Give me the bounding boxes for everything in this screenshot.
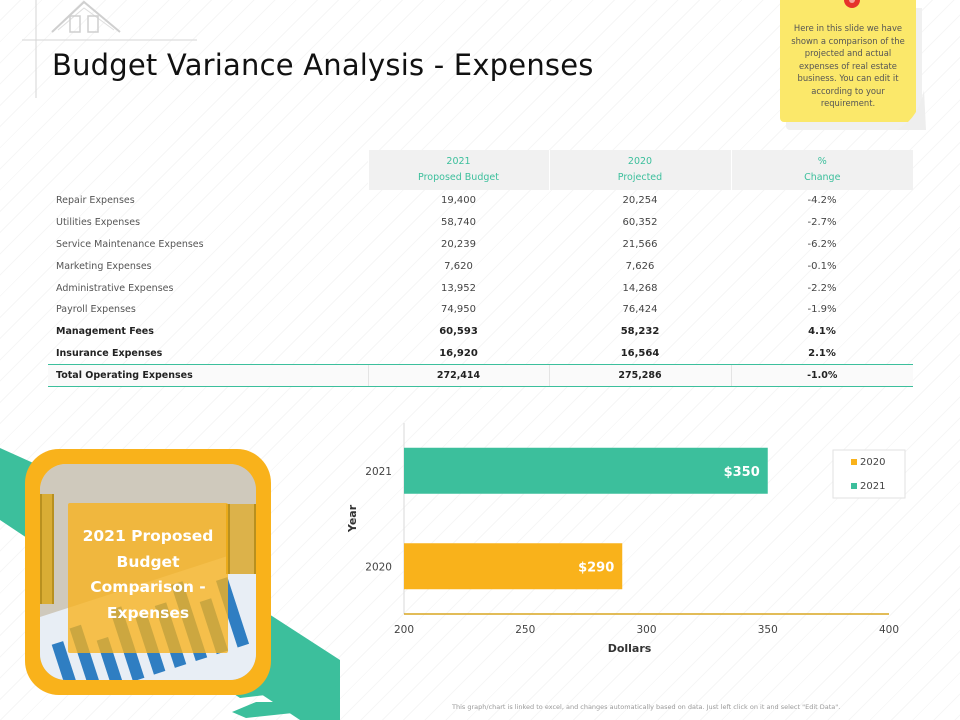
sticky-note-text: Here in this slide we have shown a compa… xyxy=(791,23,905,108)
row-budget: 60,593 xyxy=(439,326,478,338)
total-projected: 275,286 xyxy=(548,363,731,387)
row-projected: 7,626 xyxy=(625,260,655,272)
table-header-budget: 2021 Proposed Budget xyxy=(367,150,549,190)
total-budget: 272,414 xyxy=(367,363,549,387)
header-line1: 2021 xyxy=(446,156,471,167)
legend-box xyxy=(832,449,906,499)
row-label: Management Fees xyxy=(56,326,154,338)
budget-bar-chart: 2021 $350 2020 $290 200 250 300 350 400 Dollars Ye… xyxy=(346,423,906,655)
total-change: -1.0% xyxy=(730,363,913,387)
card-overlay-panel xyxy=(68,503,228,653)
row-label: Repair Expenses xyxy=(56,195,135,207)
x-tick-label: 350 xyxy=(758,624,778,636)
row-projected: 60,352 xyxy=(622,217,658,229)
header-line2: Projected xyxy=(617,172,663,183)
table-row: Marketing Expenses 7,620 7,626 -0.1% xyxy=(48,255,913,277)
table-row: Management Fees 60,593 58,232 4.1% xyxy=(48,321,913,343)
note-curl-decoration xyxy=(896,90,926,130)
x-axis-title: Dollars xyxy=(608,642,652,655)
card-title: 2021 Proposed Budget Comparison - Expens… xyxy=(82,527,214,622)
table-row: Insurance Expenses 16,920 16,564 2.1% xyxy=(48,343,913,365)
row-budget: 58,740 xyxy=(441,217,476,229)
row-change: -6.2% xyxy=(807,238,837,250)
row-projected: 16,564 xyxy=(620,347,660,359)
legend-swatch-2021 xyxy=(851,483,857,489)
row-projected: 14,268 xyxy=(622,282,658,294)
y-tick-label: 2021 xyxy=(365,466,392,478)
total-label: Total Operating Expenses xyxy=(48,363,368,387)
legend-label-2020: 2020 xyxy=(860,457,885,468)
table-header-row: 2021 Proposed Budget 2020 Projected % Ch… xyxy=(48,150,913,190)
bar-2020 xyxy=(404,543,623,590)
x-tick-label: 250 xyxy=(515,624,535,636)
row-budget: 7,620 xyxy=(444,260,473,272)
header-line1: % xyxy=(817,156,827,167)
row-projected: 20,254 xyxy=(622,195,658,207)
house-outline-icon xyxy=(22,0,197,98)
row-label: Administrative Expenses xyxy=(56,282,174,294)
row-label: Utilities Expenses xyxy=(56,217,141,229)
table-row: Payroll Expenses 74,950 76,424 -1.9% xyxy=(48,299,913,321)
row-budget: 19,400 xyxy=(441,195,476,207)
page-title: Budget Variance Analysis - Expenses xyxy=(52,48,594,82)
row-label: Marketing Expenses xyxy=(56,260,152,272)
table-header-change: % Change xyxy=(730,150,913,190)
row-label: Payroll Expenses xyxy=(56,304,136,316)
bar-data-label: $290 xyxy=(578,560,614,575)
table-header-projected: 2020 Projected xyxy=(548,150,731,190)
header-line2: Proposed Budget xyxy=(418,172,499,183)
bar-2021 xyxy=(404,447,768,494)
row-projected: 21,566 xyxy=(622,238,658,250)
y-tick-label: 2020 xyxy=(365,561,392,573)
pushpin-icon xyxy=(844,0,860,8)
table-total-row: Total Operating Expenses 272,414 275,286… xyxy=(48,363,913,387)
row-change: 4.1% xyxy=(808,326,836,338)
table-row: Repair Expenses 19,400 20,254 -4.2% xyxy=(48,190,913,212)
row-label: Insurance Expenses xyxy=(56,347,163,359)
row-budget: 74,950 xyxy=(441,304,476,316)
row-change: -2.7% xyxy=(807,217,837,229)
x-tick-label: 200 xyxy=(394,624,414,636)
x-tick-label: 300 xyxy=(636,624,656,636)
sticky-note: Here in this slide we have shown a compa… xyxy=(780,0,926,130)
x-tick-label: 400 xyxy=(879,624,899,636)
y-axis-title: Year xyxy=(346,504,359,533)
bar-data-label: $350 xyxy=(724,465,760,480)
row-change: -1.9% xyxy=(807,304,837,316)
row-projected: 76,424 xyxy=(622,304,658,316)
table-row: Administrative Expenses 13,952 14,268 -2… xyxy=(48,277,913,299)
row-change: -4.2% xyxy=(807,195,837,207)
row-change: 2.1% xyxy=(808,347,836,359)
row-label: Service Maintenance Expenses xyxy=(56,238,204,250)
table-header-blank xyxy=(48,150,368,190)
legend-label-2021: 2021 xyxy=(860,481,885,492)
table-row: Service Maintenance Expenses 20,239 21,5… xyxy=(48,234,913,256)
header-line2: Change xyxy=(804,172,841,183)
legend-swatch-2020 xyxy=(851,459,857,465)
row-projected: 58,232 xyxy=(620,326,660,338)
row-budget: 20,239 xyxy=(441,238,476,250)
row-budget: 13,952 xyxy=(441,282,476,294)
footer-note: This graph/chart is linked to excel, and… xyxy=(452,703,841,711)
expenses-table: 2021 Proposed Budget 2020 Projected % Ch… xyxy=(48,150,913,387)
header-line1: 2020 xyxy=(627,156,653,167)
table-row: Utilities Expenses 58,740 60,352 -2.7% xyxy=(48,212,913,234)
row-change: -0.1% xyxy=(807,260,837,272)
row-change: -2.2% xyxy=(807,282,837,294)
row-budget: 16,920 xyxy=(439,347,478,359)
